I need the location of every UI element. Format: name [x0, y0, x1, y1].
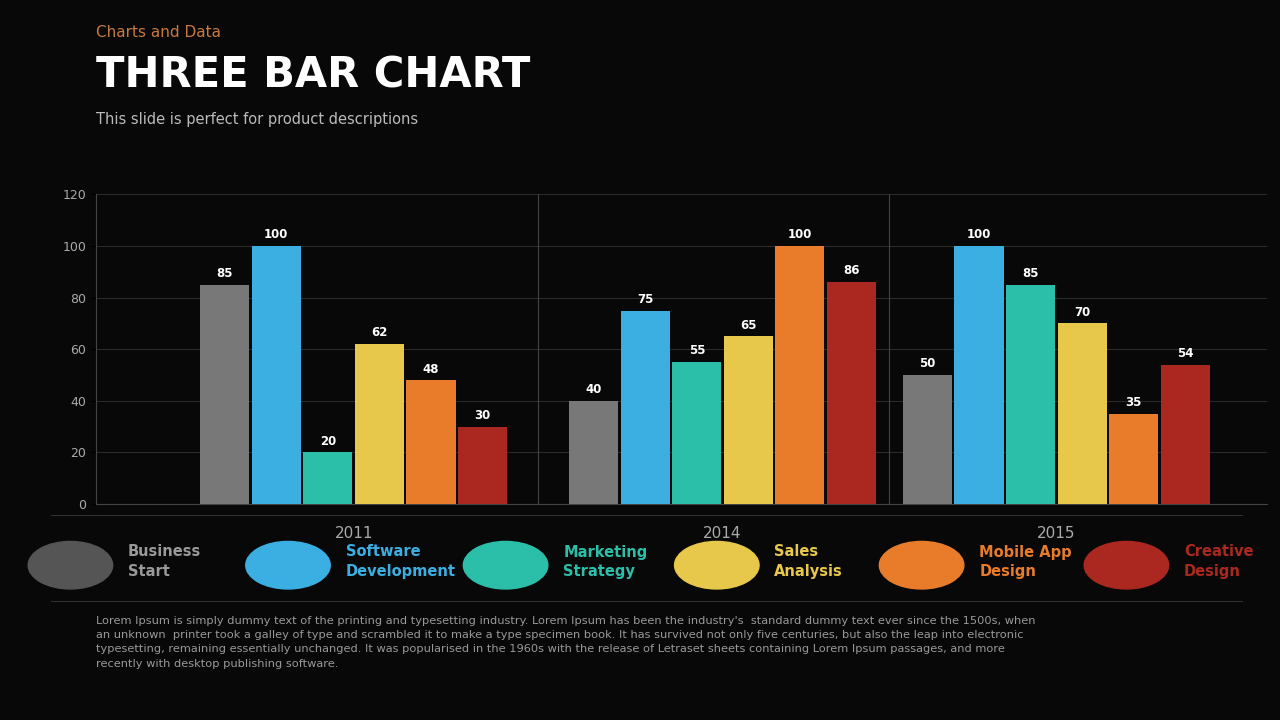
- Text: Mobile App
Design: Mobile App Design: [979, 544, 1071, 579]
- Text: 2014: 2014: [703, 526, 742, 541]
- Text: Sales
Analysis: Sales Analysis: [774, 544, 844, 579]
- Text: 85: 85: [216, 267, 233, 280]
- Text: 50: 50: [919, 357, 936, 370]
- Bar: [570, 401, 618, 504]
- Bar: [200, 284, 250, 504]
- Text: 54: 54: [1178, 347, 1193, 360]
- Bar: [1006, 284, 1055, 504]
- Bar: [252, 246, 301, 504]
- Text: 40: 40: [585, 383, 602, 396]
- Bar: [1108, 414, 1158, 504]
- Text: Charts and Data: Charts and Data: [96, 25, 221, 40]
- Bar: [1057, 323, 1107, 504]
- Text: 65: 65: [740, 319, 756, 332]
- Bar: [303, 452, 352, 504]
- Text: 30: 30: [475, 409, 490, 422]
- Text: 2015: 2015: [1037, 526, 1075, 541]
- Bar: [672, 362, 722, 504]
- Text: Business
Start: Business Start: [128, 544, 201, 579]
- Text: 100: 100: [264, 228, 288, 241]
- Text: Creative
Design: Creative Design: [1184, 544, 1253, 579]
- Text: 75: 75: [637, 293, 654, 306]
- Bar: [1161, 364, 1210, 504]
- Text: 100: 100: [966, 228, 991, 241]
- Bar: [355, 344, 404, 504]
- Text: 20: 20: [320, 435, 337, 448]
- Bar: [902, 375, 952, 504]
- Text: 35: 35: [1125, 396, 1142, 409]
- Text: Software
Development: Software Development: [346, 544, 456, 579]
- Bar: [827, 282, 876, 504]
- Text: THREE BAR CHART: THREE BAR CHART: [96, 54, 530, 96]
- Text: Marketing
Strategy: Marketing Strategy: [563, 544, 648, 579]
- Bar: [723, 336, 773, 504]
- Text: This slide is perfect for product descriptions: This slide is perfect for product descri…: [96, 112, 419, 127]
- Text: 85: 85: [1023, 267, 1039, 280]
- Bar: [621, 310, 669, 504]
- Text: 2011: 2011: [334, 526, 372, 541]
- Bar: [776, 246, 824, 504]
- Bar: [955, 246, 1004, 504]
- Text: 48: 48: [422, 362, 439, 376]
- Text: 70: 70: [1074, 306, 1091, 319]
- Text: 55: 55: [689, 344, 705, 357]
- Bar: [458, 426, 507, 504]
- Text: Lorem Ipsum is simply dummy text of the printing and typesetting industry. Lorem: Lorem Ipsum is simply dummy text of the …: [96, 616, 1036, 669]
- Text: 100: 100: [787, 228, 812, 241]
- Text: 62: 62: [371, 326, 388, 339]
- Text: 86: 86: [844, 264, 860, 277]
- Bar: [406, 380, 456, 504]
